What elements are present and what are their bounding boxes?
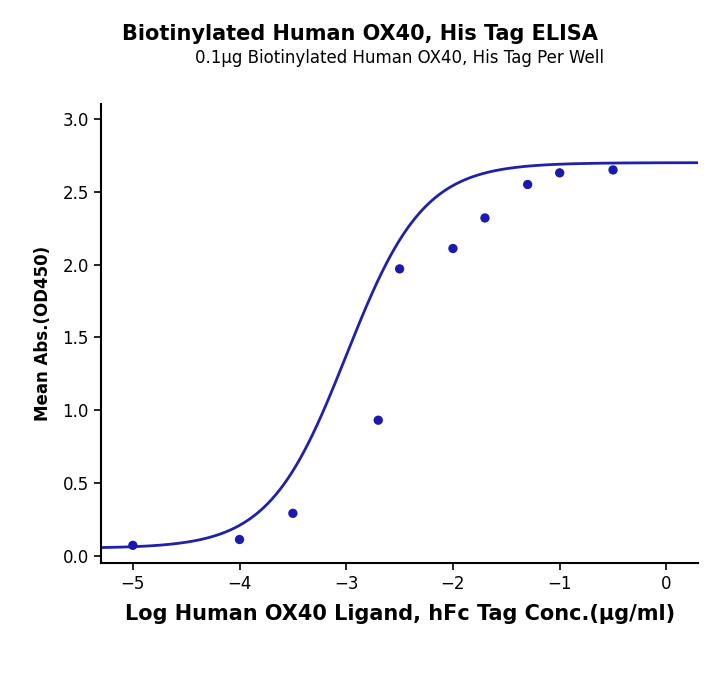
Point: [480, 212, 491, 223]
Point: [394, 264, 405, 274]
Text: Biotinylated Human OX40, His Tag ELISA: Biotinylated Human OX40, His Tag ELISA: [122, 24, 598, 44]
Point: [287, 508, 299, 519]
X-axis label: Log Human OX40 Ligand, hFc Tag Conc.(μg/ml): Log Human OX40 Ligand, hFc Tag Conc.(μg/…: [125, 604, 675, 623]
Point: [234, 534, 246, 545]
Point: [372, 415, 384, 425]
Point: [607, 164, 618, 175]
Point: [554, 167, 565, 178]
Point: [447, 243, 459, 254]
Point: [522, 179, 534, 190]
Title: 0.1μg Biotinylated Human OX40, His Tag Per Well: 0.1μg Biotinylated Human OX40, His Tag P…: [195, 49, 604, 67]
Point: [127, 540, 138, 551]
Y-axis label: Mean Abs.(OD450): Mean Abs.(OD450): [34, 246, 52, 421]
